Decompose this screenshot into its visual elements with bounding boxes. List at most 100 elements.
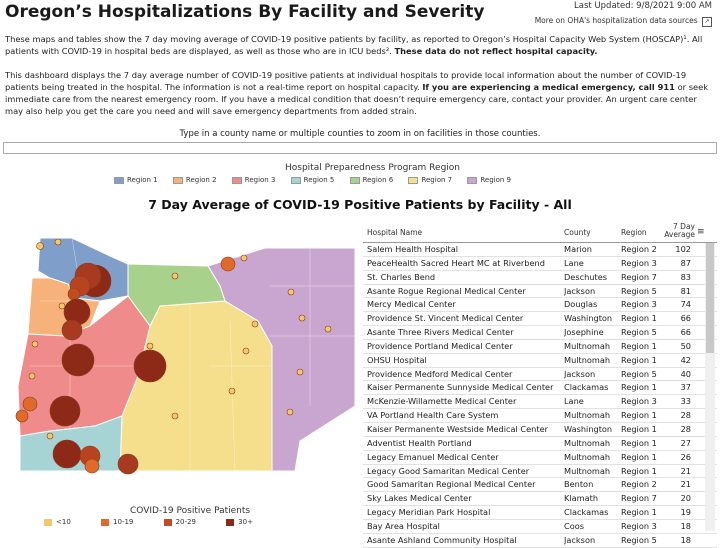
hospital-marker bbox=[36, 242, 44, 250]
hospital-marker bbox=[220, 256, 236, 272]
region-cell: Region 1 bbox=[621, 437, 657, 448]
region-legend-item[interactable]: Region 6 bbox=[349, 176, 393, 184]
data-sources-link[interactable]: More on OHA's hospitalization data sourc… bbox=[535, 16, 712, 27]
region-legend-item[interactable]: Region 7 bbox=[408, 176, 452, 184]
county-cell: Washington bbox=[564, 313, 613, 324]
table-row[interactable]: Legacy Good Samaritan Medical Center Mult… bbox=[363, 465, 717, 479]
hospital-marker bbox=[31, 340, 39, 348]
hospital-marker bbox=[67, 287, 81, 301]
region-legend-label: Region 2 bbox=[185, 176, 217, 184]
table-row[interactable]: Providence Portland Medical Center Multno… bbox=[363, 340, 717, 354]
average-cell: 66 bbox=[680, 313, 691, 324]
table-row[interactable]: OHSU Hospital Multnomah Region 1 42 bbox=[363, 354, 717, 368]
county-cell: Multnomah bbox=[564, 410, 611, 421]
20-29-swatch bbox=[163, 518, 172, 526]
region-legend-item[interactable]: Region 3 bbox=[231, 176, 276, 184]
table-row[interactable]: Bay Area Hospital Coos Region 3 18 bbox=[363, 520, 717, 534]
hospital-name-cell: Asante Three Rivers Medical Center bbox=[367, 327, 514, 338]
table-row[interactable]: Adventist Health Portland Multnomah Region… bbox=[363, 437, 717, 451]
size-legend-label: <10 bbox=[56, 518, 71, 526]
table-row[interactable]: VA Portland Health Care System Multnomah R… bbox=[363, 409, 717, 423]
region-legend-label: Region 1 bbox=[127, 176, 158, 184]
size-legend: <10 10-19 20-29 30+ bbox=[44, 518, 281, 526]
county-cell: Multnomah bbox=[564, 465, 611, 476]
table-row[interactable]: PeaceHealth Sacred Heart MC at Riverbend… bbox=[363, 257, 717, 271]
header-hospital-name[interactable]: Hospital Name bbox=[367, 228, 423, 237]
county-cell: Jackson bbox=[564, 285, 596, 296]
county-cell: Multnomah bbox=[564, 437, 611, 448]
average-cell: 40 bbox=[680, 368, 691, 379]
region-legend-item[interactable]: Region 5 bbox=[290, 176, 334, 184]
county-search-input[interactable] bbox=[3, 142, 717, 154]
county-cell: Klamath bbox=[564, 493, 599, 504]
chart-title: 7 Day Average of COVID-19 Positive Patie… bbox=[148, 197, 572, 212]
hospital-name-cell: Providence St. Vincent Medical Center bbox=[367, 313, 524, 324]
table-row[interactable]: Providence Medford Medical Center Jackson… bbox=[363, 368, 717, 382]
table-row[interactable]: Kaiser Permanente Westside Medical Cente… bbox=[363, 423, 717, 437]
region-legend: Region 1 Region 2 Region 3 Region 5 Regi… bbox=[114, 176, 524, 184]
hospital-name-cell: Kaiser Permanente Westside Medical Cente… bbox=[367, 423, 548, 434]
region-legend-item[interactable]: Region 1 bbox=[114, 176, 158, 184]
intro-paragraph-2: This dashboard displays the 7 day averag… bbox=[5, 69, 715, 117]
data-sources-label: More on OHA's hospitalization data sourc… bbox=[534, 16, 698, 25]
oregon-region-map[interactable] bbox=[10, 226, 355, 491]
table-row[interactable]: Good Samaritan Regional Medical Center Be… bbox=[363, 478, 717, 493]
region-legend-label: Region 3 bbox=[244, 176, 276, 184]
header-region[interactable]: Region bbox=[621, 228, 647, 237]
region-cell: Region 5 bbox=[621, 327, 657, 338]
average-cell: 83 bbox=[680, 271, 691, 282]
hospital-name-cell: Providence Portland Medical Center bbox=[367, 340, 513, 351]
header-county[interactable]: County bbox=[564, 228, 591, 237]
hospital-name-cell: St. Charles Bend bbox=[367, 271, 436, 282]
table-row[interactable]: Legacy Meridian Park Hospital Clackamas Re… bbox=[363, 506, 717, 520]
hospital-name-cell: VA Portland Health Care System bbox=[367, 410, 499, 421]
header-7day-average[interactable]: 7 Day Average bbox=[663, 223, 695, 239]
hospital-name-cell: Legacy Good Samaritan Medical Center bbox=[367, 465, 530, 476]
average-cell: 27 bbox=[680, 437, 691, 448]
intro-p1-text: These maps and tables show the 7 day mov… bbox=[5, 34, 703, 56]
region-legend-item[interactable]: Region 2 bbox=[172, 176, 217, 184]
hospital-name-cell: Sky Lakes Medical Center bbox=[367, 493, 472, 504]
region-1-swatch bbox=[114, 176, 124, 184]
table-body: Salem Health Hospital Marion Region 2 102 Pe… bbox=[363, 243, 717, 548]
table-row[interactable]: Sky Lakes Medical Center Klamath Region 7 2… bbox=[363, 492, 717, 507]
hospital-marker bbox=[58, 302, 66, 310]
region-cell: Region 1 bbox=[621, 465, 657, 476]
region-cell: Region 3 bbox=[621, 257, 657, 268]
table-row[interactable]: McKenzie-Willamette Medical Center Lane Re… bbox=[363, 395, 717, 410]
county-cell: Josephine bbox=[564, 327, 604, 338]
region-6-swatch bbox=[349, 176, 360, 184]
table-row[interactable]: Mercy Medical Center Douglas Region 3 74 bbox=[363, 298, 717, 313]
hospital-name-cell: Providence Medford Medical Center bbox=[367, 368, 513, 379]
sort-icon[interactable]: ≡ bbox=[697, 227, 705, 237]
30plus-swatch bbox=[226, 518, 235, 526]
table-row[interactable]: Asante Ashland Community Hospital Jackson… bbox=[363, 534, 717, 548]
region-cell: Region 1 bbox=[621, 354, 657, 365]
hospital-marker bbox=[296, 368, 304, 376]
table-row[interactable]: Asante Rogue Regional Medical Center Jack… bbox=[363, 285, 717, 299]
table-row[interactable]: Asante Three Rivers Medical Center Joseph… bbox=[363, 326, 717, 340]
hospital-name-cell: Mercy Medical Center bbox=[367, 299, 456, 310]
table-scrollbar[interactable] bbox=[705, 243, 715, 531]
table-row[interactable]: Providence St. Vincent Medical Center Was… bbox=[363, 312, 717, 327]
table-row[interactable]: St. Charles Bend Deschutes Region 7 83 bbox=[363, 271, 717, 285]
region-cell: Region 5 bbox=[621, 534, 657, 545]
hospital-name-cell: Asante Rogue Regional Medical Center bbox=[367, 285, 526, 296]
hospital-table: Hospital Name County Region 7 Day Averag… bbox=[363, 222, 717, 548]
county-cell: Clackamas bbox=[564, 382, 609, 393]
table-row[interactable]: Legacy Emanuel Medical Center Multnomah Re… bbox=[363, 451, 717, 465]
scrollbar-thumb[interactable] bbox=[706, 243, 714, 353]
10-19-swatch bbox=[101, 518, 110, 526]
average-cell: 26 bbox=[680, 451, 691, 462]
hospital-marker bbox=[61, 319, 83, 341]
size-legend-item: 10-19 bbox=[101, 518, 133, 526]
hospital-name-cell: OHSU Hospital bbox=[367, 354, 427, 365]
average-cell: 20 bbox=[680, 493, 691, 504]
region-legend-item[interactable]: Region 9 bbox=[467, 176, 511, 184]
region-cell: Region 3 bbox=[621, 520, 657, 531]
hospital-marker bbox=[49, 395, 81, 427]
table-row[interactable]: Salem Health Hospital Marion Region 2 102 bbox=[363, 243, 717, 257]
table-row[interactable]: Kaiser Permanente Sunnyside Medical Cent… bbox=[363, 381, 717, 396]
last-updated: Last Updated: 9/8/2021 9:00 AM bbox=[574, 1, 712, 11]
size-legend-title: COVID-19 Positive Patients bbox=[130, 506, 251, 516]
